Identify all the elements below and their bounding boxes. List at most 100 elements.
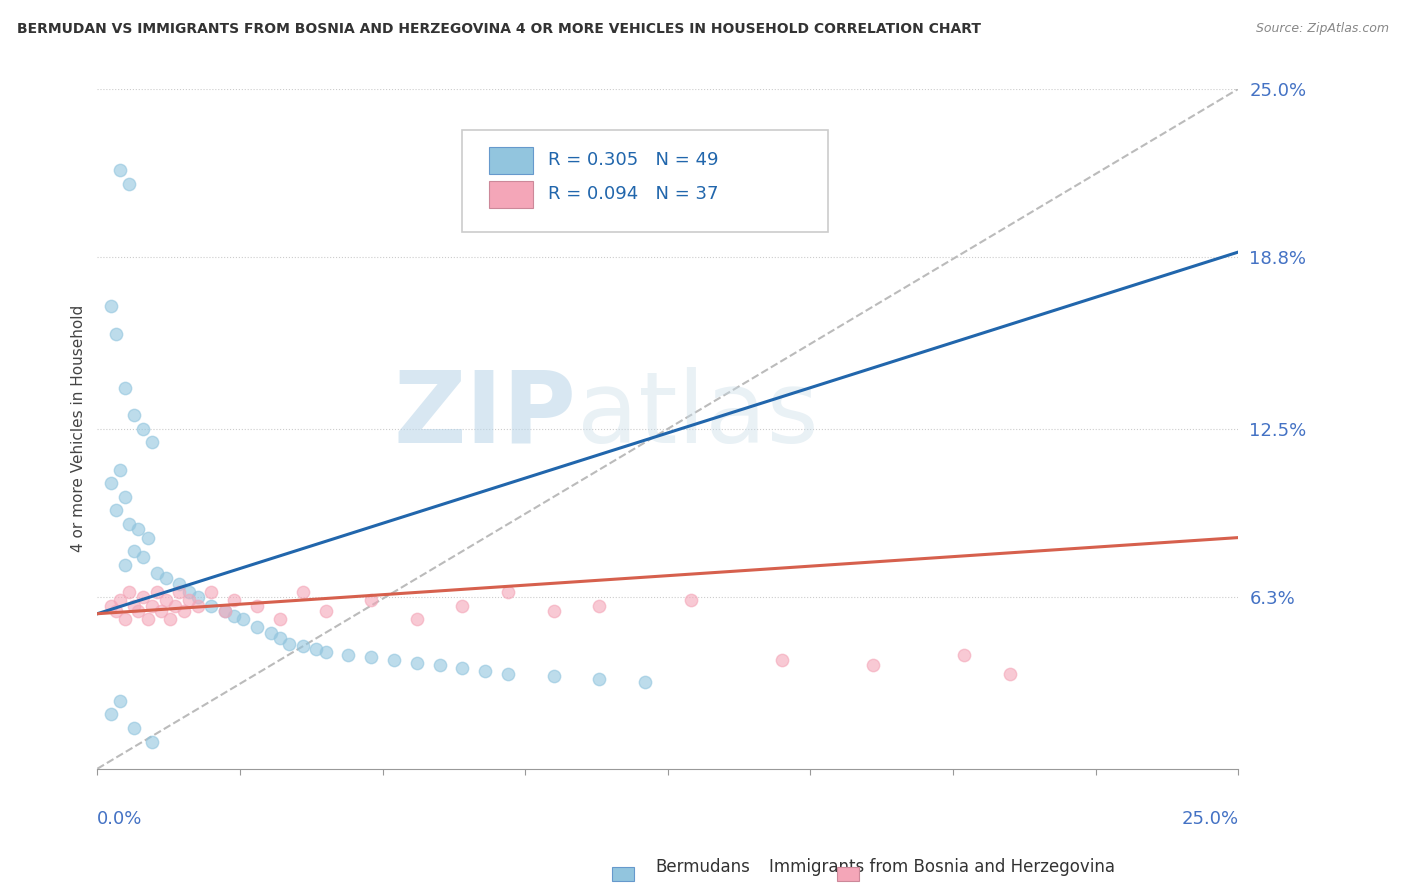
Point bbox=[200, 585, 222, 599]
Point bbox=[177, 593, 200, 607]
Point bbox=[118, 516, 141, 531]
Point bbox=[127, 604, 149, 618]
Point bbox=[100, 599, 122, 613]
Point bbox=[187, 591, 209, 605]
Point bbox=[382, 653, 405, 667]
Point bbox=[145, 585, 167, 599]
Point bbox=[405, 656, 427, 670]
Point bbox=[224, 609, 246, 624]
Text: BERMUDAN VS IMMIGRANTS FROM BOSNIA AND HERZEGOVINA 4 OR MORE VEHICLES IN HOUSEHO: BERMUDAN VS IMMIGRANTS FROM BOSNIA AND H… bbox=[17, 22, 981, 37]
Point bbox=[305, 642, 328, 657]
Point bbox=[278, 637, 301, 651]
Point bbox=[100, 300, 122, 314]
Text: atlas: atlas bbox=[576, 367, 818, 464]
Point bbox=[543, 669, 565, 683]
Point bbox=[634, 674, 657, 689]
Text: ZIP: ZIP bbox=[394, 367, 576, 464]
Point bbox=[260, 625, 283, 640]
Text: Immigrants from Bosnia and Herzegovina: Immigrants from Bosnia and Herzegovina bbox=[769, 858, 1115, 876]
Text: 25.0%: 25.0% bbox=[1181, 810, 1239, 828]
Point bbox=[269, 612, 291, 626]
Point bbox=[114, 490, 136, 504]
Text: R = 0.305   N = 49: R = 0.305 N = 49 bbox=[548, 152, 718, 169]
Point bbox=[360, 650, 382, 665]
Point bbox=[114, 558, 136, 572]
Point bbox=[141, 599, 163, 613]
Point bbox=[169, 585, 191, 599]
Point bbox=[451, 599, 474, 613]
Point bbox=[588, 672, 610, 686]
Point bbox=[246, 620, 269, 634]
Text: Bermudans: Bermudans bbox=[655, 858, 751, 876]
Point bbox=[679, 593, 702, 607]
Point bbox=[108, 462, 131, 476]
Point bbox=[136, 531, 159, 545]
Point bbox=[474, 664, 496, 678]
Point bbox=[360, 593, 382, 607]
Point bbox=[953, 648, 976, 662]
Point bbox=[100, 476, 122, 491]
Point bbox=[200, 599, 222, 613]
Point bbox=[232, 612, 254, 626]
Point bbox=[177, 585, 200, 599]
Point bbox=[132, 549, 155, 564]
Point bbox=[136, 612, 159, 626]
Point bbox=[169, 577, 191, 591]
Point bbox=[770, 653, 793, 667]
Point bbox=[122, 544, 145, 558]
Point bbox=[173, 604, 195, 618]
Text: R = 0.094   N = 37: R = 0.094 N = 37 bbox=[548, 186, 718, 203]
Point bbox=[496, 666, 519, 681]
Point bbox=[337, 648, 360, 662]
Point bbox=[291, 585, 314, 599]
Point bbox=[159, 612, 181, 626]
Point bbox=[118, 585, 141, 599]
FancyBboxPatch shape bbox=[463, 129, 828, 232]
Point bbox=[122, 408, 145, 422]
Point bbox=[405, 612, 427, 626]
Point bbox=[269, 631, 291, 645]
Point bbox=[145, 566, 167, 580]
Point bbox=[108, 694, 131, 708]
Point bbox=[108, 593, 131, 607]
Point bbox=[114, 381, 136, 395]
Point bbox=[315, 645, 337, 659]
FancyBboxPatch shape bbox=[489, 181, 533, 208]
Point bbox=[104, 503, 127, 517]
Point bbox=[104, 604, 127, 618]
Point bbox=[291, 640, 314, 654]
Point bbox=[114, 612, 136, 626]
Point bbox=[246, 599, 269, 613]
Point bbox=[141, 435, 163, 450]
Point bbox=[862, 658, 884, 673]
FancyBboxPatch shape bbox=[489, 147, 533, 174]
Point bbox=[122, 599, 145, 613]
Text: 0.0%: 0.0% bbox=[97, 810, 143, 828]
Point bbox=[132, 591, 155, 605]
Point bbox=[141, 734, 163, 748]
Text: Source: ZipAtlas.com: Source: ZipAtlas.com bbox=[1256, 22, 1389, 36]
Point bbox=[118, 177, 141, 191]
Point bbox=[214, 604, 236, 618]
Point bbox=[150, 604, 173, 618]
Point bbox=[100, 707, 122, 722]
Point bbox=[224, 593, 246, 607]
Point bbox=[588, 599, 610, 613]
Y-axis label: 4 or more Vehicles in Household: 4 or more Vehicles in Household bbox=[72, 305, 86, 552]
Point bbox=[155, 571, 177, 585]
Point bbox=[132, 422, 155, 436]
Point bbox=[155, 593, 177, 607]
Point bbox=[429, 658, 451, 673]
Point bbox=[496, 585, 519, 599]
Point bbox=[122, 721, 145, 735]
Point bbox=[214, 604, 236, 618]
Point bbox=[127, 523, 149, 537]
Point bbox=[108, 163, 131, 178]
Point bbox=[998, 666, 1021, 681]
Point bbox=[163, 599, 186, 613]
Point bbox=[543, 604, 565, 618]
Point bbox=[451, 661, 474, 675]
Point bbox=[315, 604, 337, 618]
Point bbox=[104, 326, 127, 341]
Point bbox=[187, 599, 209, 613]
